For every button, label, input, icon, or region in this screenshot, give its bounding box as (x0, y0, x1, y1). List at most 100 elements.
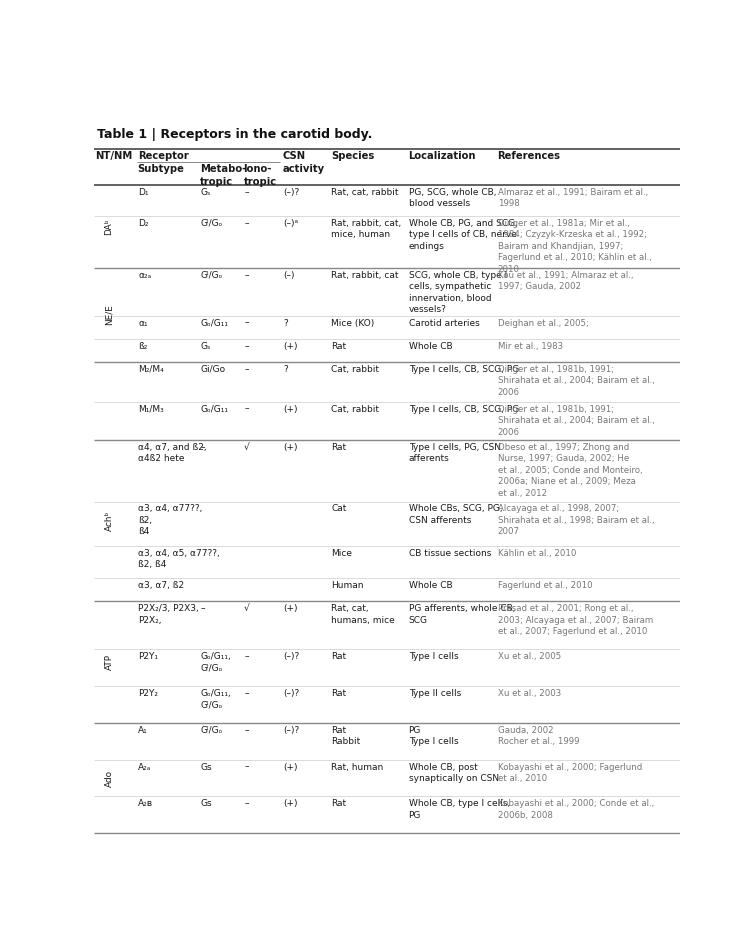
Text: Rat, cat,
humans, mice: Rat, cat, humans, mice (331, 604, 395, 625)
Text: α3, α7, ß2: α3, α7, ß2 (138, 581, 184, 590)
Text: ATP: ATP (104, 654, 113, 670)
Text: Gᴵ/Gₒ: Gᴵ/Gₒ (200, 725, 223, 735)
Text: Dinger et al., 1981b, 1991;
Shirahata et al., 2004; Bairam et al.,
2006: Dinger et al., 1981b, 1991; Shirahata et… (498, 404, 655, 437)
Text: –: – (244, 404, 248, 414)
Text: P2X₂/3, P2X3,
P2X₂,: P2X₂/3, P2X3, P2X₂, (138, 604, 199, 625)
Text: Kobayashi et al., 2000; Conde et al.,
2006b, 2008: Kobayashi et al., 2000; Conde et al., 20… (498, 799, 654, 820)
Text: Type I cells, CB, SCG, PG: Type I cells, CB, SCG, PG (408, 365, 519, 374)
Text: α4, α7, and ß2,
α4ß2 hete: α4, α7, and ß2, α4ß2 hete (138, 443, 207, 463)
Text: Xu et al., 2005: Xu et al., 2005 (498, 652, 561, 661)
Text: Localization: Localization (408, 151, 476, 161)
Text: Subtype: Subtype (137, 164, 184, 174)
Text: DAᵇ: DAᵇ (104, 219, 113, 235)
Text: Type II cells: Type II cells (408, 688, 461, 698)
Text: (–)ᵃ: (–)ᵃ (283, 219, 298, 227)
Text: Human: Human (331, 581, 364, 590)
Text: M₂/M₄: M₂/M₄ (138, 365, 164, 374)
Text: α₁: α₁ (138, 318, 148, 328)
Text: Rat, rabbit, cat: Rat, rabbit, cat (331, 271, 399, 280)
Text: PG afferents, whole CB,
SCG: PG afferents, whole CB, SCG (408, 604, 515, 625)
Text: PG
Type I cells: PG Type I cells (408, 725, 458, 746)
Text: α3, α4, α77??,
ß2,
ß4: α3, α4, α77??, ß2, ß4 (138, 505, 202, 536)
Text: Rat: Rat (331, 799, 347, 809)
Text: ß₂: ß₂ (138, 342, 148, 350)
Text: Whole CB, post
synaptically on CSN: Whole CB, post synaptically on CSN (408, 762, 499, 783)
Text: Rat: Rat (331, 443, 347, 452)
Text: Rat: Rat (331, 652, 347, 661)
Text: Fagerlund et al., 2010: Fagerlund et al., 2010 (498, 581, 592, 590)
Text: (+): (+) (283, 762, 298, 772)
Text: Cat, rabbit: Cat, rabbit (331, 404, 379, 414)
Text: (–)?: (–)? (283, 688, 300, 698)
Text: Type I cells, PG, CSN
afferents: Type I cells, PG, CSN afferents (408, 443, 501, 463)
Text: Deighan et al., 2005;: Deighan et al., 2005; (498, 318, 588, 328)
Text: NT/NM: NT/NM (96, 151, 133, 161)
Text: Type I cells: Type I cells (408, 652, 458, 661)
Text: P2Y₂: P2Y₂ (138, 688, 159, 698)
Text: –: – (244, 725, 248, 735)
Text: Dinger et al., 1981b, 1991;
Shirahata et al., 2004; Bairam et al.,
2006: Dinger et al., 1981b, 1991; Shirahata et… (498, 365, 655, 397)
Text: Rat
Rabbit: Rat Rabbit (331, 725, 361, 746)
Text: α3, α4, α5, α77??,
ß2, ß4: α3, α4, α5, α77??, ß2, ß4 (138, 549, 220, 569)
Text: Achᵇ: Achᵇ (104, 510, 113, 531)
Text: Cat: Cat (331, 505, 347, 513)
Text: (+): (+) (283, 443, 298, 452)
Text: Prasad et al., 2001; Rong et al.,
2003; Alcayaga et al., 2007; Bairam
et al., 20: Prasad et al., 2001; Rong et al., 2003; … (498, 604, 653, 636)
Text: Metabo-
tropic: Metabo- tropic (199, 164, 246, 187)
Text: Table 1 | Receptors in the carotid body.: Table 1 | Receptors in the carotid body. (97, 128, 373, 141)
Text: P2Y₁: P2Y₁ (138, 652, 159, 661)
Text: CSN
activity: CSN activity (283, 151, 325, 173)
Text: M₁/M₃: M₁/M₃ (138, 404, 164, 414)
Text: (–)?: (–)? (283, 188, 300, 197)
Text: –: – (244, 762, 248, 772)
Text: A₂ʙ: A₂ʙ (138, 799, 153, 809)
Text: (–): (–) (283, 271, 295, 280)
Text: α₂ₐ: α₂ₐ (138, 271, 152, 280)
Text: Species: Species (331, 151, 374, 161)
Text: (–)?: (–)? (283, 725, 300, 735)
Text: Whole CB: Whole CB (408, 581, 452, 590)
Text: Rat: Rat (331, 342, 347, 350)
Text: (+): (+) (283, 404, 298, 414)
Text: Mice (KO): Mice (KO) (331, 318, 374, 328)
Text: NE/E: NE/E (104, 305, 113, 326)
Text: Gₒ/G₁₁,
Gᴵ/Gₒ: Gₒ/G₁₁, Gᴵ/Gₒ (200, 688, 231, 709)
Text: –: – (244, 219, 248, 227)
Text: Almaraz et al., 1991; Bairam et al.,
1998: Almaraz et al., 1991; Bairam et al., 199… (498, 188, 648, 208)
Text: Kählin et al., 2010: Kählin et al., 2010 (498, 549, 576, 558)
Text: SCG, whole CB, type I
cells, sympathetic
innervation, blood
vessels?: SCG, whole CB, type I cells, sympathetic… (408, 271, 507, 314)
Text: Whole CB, type I cells,
PG: Whole CB, type I cells, PG (408, 799, 510, 820)
Text: Mice: Mice (331, 549, 353, 558)
Text: Iono-
tropic: Iono- tropic (244, 164, 276, 187)
Text: –: – (244, 688, 248, 698)
Text: Whole CB: Whole CB (408, 342, 452, 350)
Text: A₁: A₁ (138, 725, 148, 735)
Text: Gᴵ/Gₒ: Gᴵ/Gₒ (200, 219, 223, 227)
Text: Rat, rabbit, cat,
mice, human: Rat, rabbit, cat, mice, human (331, 219, 402, 240)
Text: Rat: Rat (331, 688, 347, 698)
Text: Xu et al., 2003: Xu et al., 2003 (498, 688, 561, 698)
Text: Ado: Ado (104, 770, 113, 787)
Text: Obeso et al., 1997; Zhong and
Nurse, 1997; Gauda, 2002; He
et al., 2005; Conde a: Obeso et al., 1997; Zhong and Nurse, 199… (498, 443, 643, 498)
Text: (+): (+) (283, 799, 298, 809)
Text: –: – (200, 604, 205, 614)
Text: Gs: Gs (200, 762, 212, 772)
Text: Rat, human: Rat, human (331, 762, 384, 772)
Text: –: – (244, 318, 248, 328)
Text: Dinger et al., 1981a; Mir et al.,
1984; Czyzyk-Krzeska et al., 1992;
Bairam and : Dinger et al., 1981a; Mir et al., 1984; … (498, 219, 652, 274)
Text: Type I cells, CB, SCG, PG: Type I cells, CB, SCG, PG (408, 404, 519, 414)
Text: Receptor: Receptor (137, 151, 189, 161)
Text: Gauda, 2002
Rocher et al., 1999: Gauda, 2002 Rocher et al., 1999 (498, 725, 579, 746)
Text: –: – (244, 365, 248, 374)
Text: A₂ₐ: A₂ₐ (138, 762, 152, 772)
Text: Alcayaga et al., 1998, 2007;
Shirahata et al., 1998; Bairam et al.,
2007: Alcayaga et al., 1998, 2007; Shirahata e… (498, 505, 654, 536)
Text: Cat, rabbit: Cat, rabbit (331, 365, 379, 374)
Text: Gₒ/G₁₁,
Gᴵ/Gₒ: Gₒ/G₁₁, Gᴵ/Gₒ (200, 652, 231, 672)
Text: Gₛ: Gₛ (200, 188, 211, 197)
Text: Gᴵ/Gₒ: Gᴵ/Gₒ (200, 271, 223, 280)
Text: Kou et al., 1991; Almaraz et al.,
1997; Gauda, 2002: Kou et al., 1991; Almaraz et al., 1997; … (498, 271, 633, 292)
Text: –: – (200, 443, 205, 452)
Text: ?: ? (283, 365, 288, 374)
Text: (+): (+) (283, 604, 298, 614)
Text: Gₒ/G₁₁: Gₒ/G₁₁ (200, 318, 228, 328)
